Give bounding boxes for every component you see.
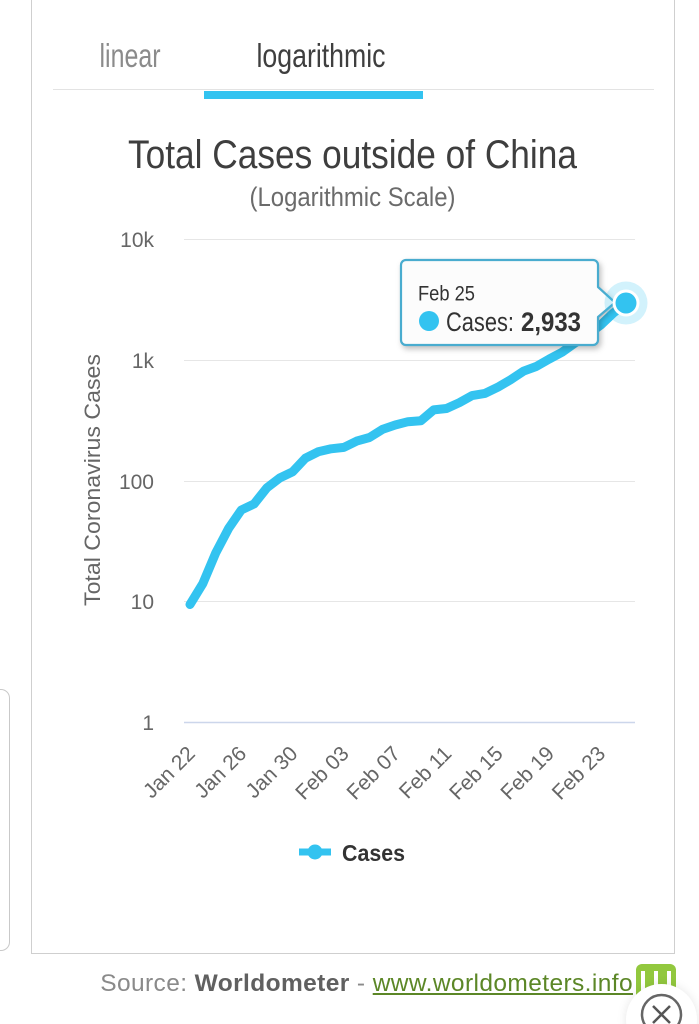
svg-text:Cases: Cases [342,840,405,866]
svg-text:Feb 19: Feb 19 [496,742,559,805]
svg-text:Feb 23: Feb 23 [548,742,611,805]
svg-text:10: 10 [131,591,154,614]
svg-text:Feb 11: Feb 11 [395,742,456,803]
svg-text:Feb 07: Feb 07 [343,742,406,805]
svg-text:Feb 25: Feb 25 [418,283,475,306]
svg-text:1k: 1k [132,350,155,373]
svg-text:100: 100 [119,471,154,494]
svg-text:Jan 30: Jan 30 [242,742,303,803]
svg-text:Total Coronavirus Cases: Total Coronavirus Cases [80,354,105,606]
svg-text:linear: linear [100,37,161,75]
svg-text:10k: 10k [120,229,154,252]
svg-text:Cases:: Cases: [446,307,514,337]
svg-text:1: 1 [142,712,154,735]
svg-text:Feb 03: Feb 03 [291,742,354,805]
svg-text:(Logarithmic Scale): (Logarithmic Scale) [250,183,456,212]
svg-text:Jan 22: Jan 22 [139,742,200,803]
svg-text:Total Cases outside of China: Total Cases outside of China [128,133,578,177]
svg-text:logarithmic: logarithmic [257,37,386,75]
svg-text:Feb 15: Feb 15 [445,742,508,805]
svg-text:2,933: 2,933 [521,307,581,337]
svg-text:Jan 26: Jan 26 [190,742,251,803]
